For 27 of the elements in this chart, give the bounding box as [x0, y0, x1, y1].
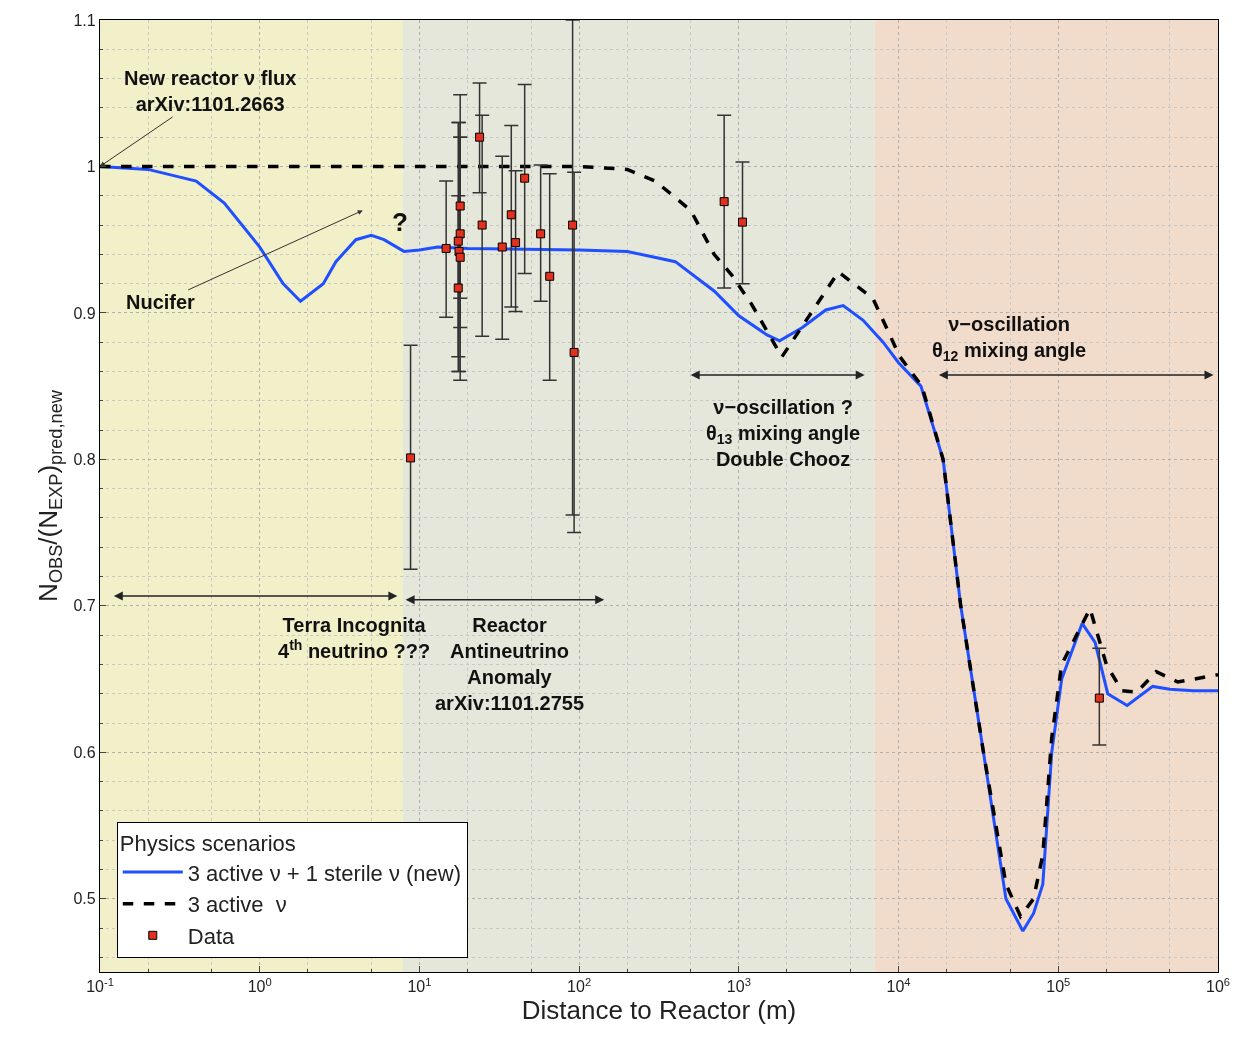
x-tick-label: 10$^{1}$: [407, 975, 432, 996]
x-tick-label: 10$^{5}$: [1046, 975, 1071, 996]
y-tick-label: 0.6: [73, 743, 96, 761]
y-tick-label: 1: [86, 158, 96, 176]
annotation: New reactor ν flux arXiv:1101.2663: [124, 67, 297, 115]
annotation: Terra Incognita 4$^{th}$ neutrino ???: [278, 614, 431, 662]
annotation: ν−oscillation ? θ$_{13}$ mixing angle Double Chooz: [706, 396, 861, 470]
y-tick-label: 0.7: [73, 597, 96, 615]
y-tick-label: 0.9: [73, 304, 96, 322]
x-tick-label: 10$^{-1}$: [86, 975, 114, 996]
x-tick-label: 10$^{6}$: [1205, 975, 1231, 996]
legend-title: Physics scenarios: [119, 831, 296, 857]
legend-label: Data: [187, 923, 236, 949]
annotation: Nucifer: [126, 291, 196, 313]
x-tick-label: 10$^{4}$: [886, 975, 911, 996]
y-tick-label: 0.5: [73, 890, 96, 908]
annotation: Reactor Antineutrino Anomaly arXiv:1101.2755: [435, 614, 585, 714]
y-tick-label: 1.1: [73, 11, 96, 29]
legend-label: 3 active ν + 1 sterile ν (new): [187, 860, 462, 886]
annotation: ν−oscillation θ$_{12}$ mixing angle: [932, 313, 1087, 365]
x-tick-label: 10$^{3}$: [726, 975, 751, 996]
y-tick-label: 0.8: [73, 450, 96, 468]
x-tick-label: 10$^{0}$: [247, 975, 272, 996]
x-tick-label: 10$^{2}$: [567, 975, 592, 996]
annotation: ?: [392, 207, 408, 237]
x-axis-title: Distance to Reactor (m): [521, 995, 797, 1026]
legend-label: 3 active ν: [187, 892, 287, 918]
